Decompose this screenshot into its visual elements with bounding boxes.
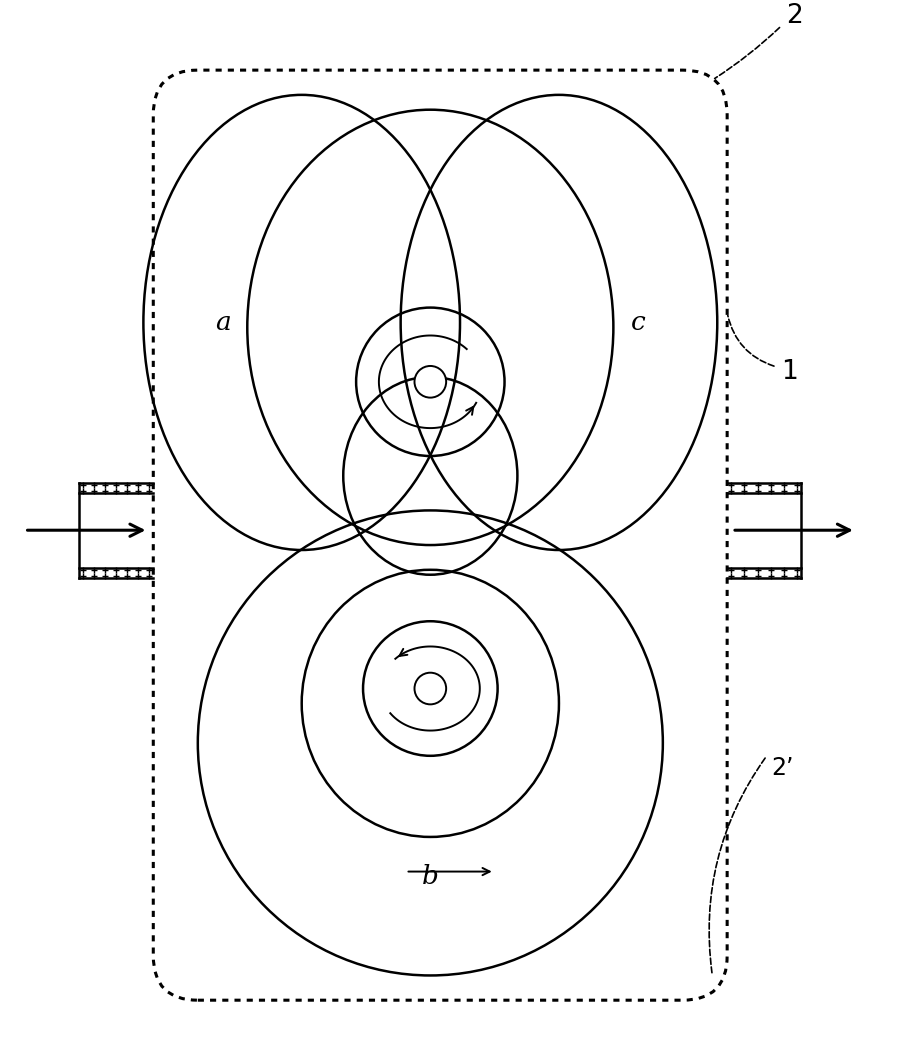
Circle shape bbox=[415, 673, 446, 704]
Text: a: a bbox=[215, 309, 230, 335]
Text: b: b bbox=[422, 864, 439, 889]
Text: c: c bbox=[631, 309, 645, 335]
Text: 1: 1 bbox=[782, 359, 798, 384]
Text: 2: 2 bbox=[786, 3, 803, 29]
Text: 2’: 2’ bbox=[772, 756, 794, 779]
Circle shape bbox=[415, 366, 446, 398]
